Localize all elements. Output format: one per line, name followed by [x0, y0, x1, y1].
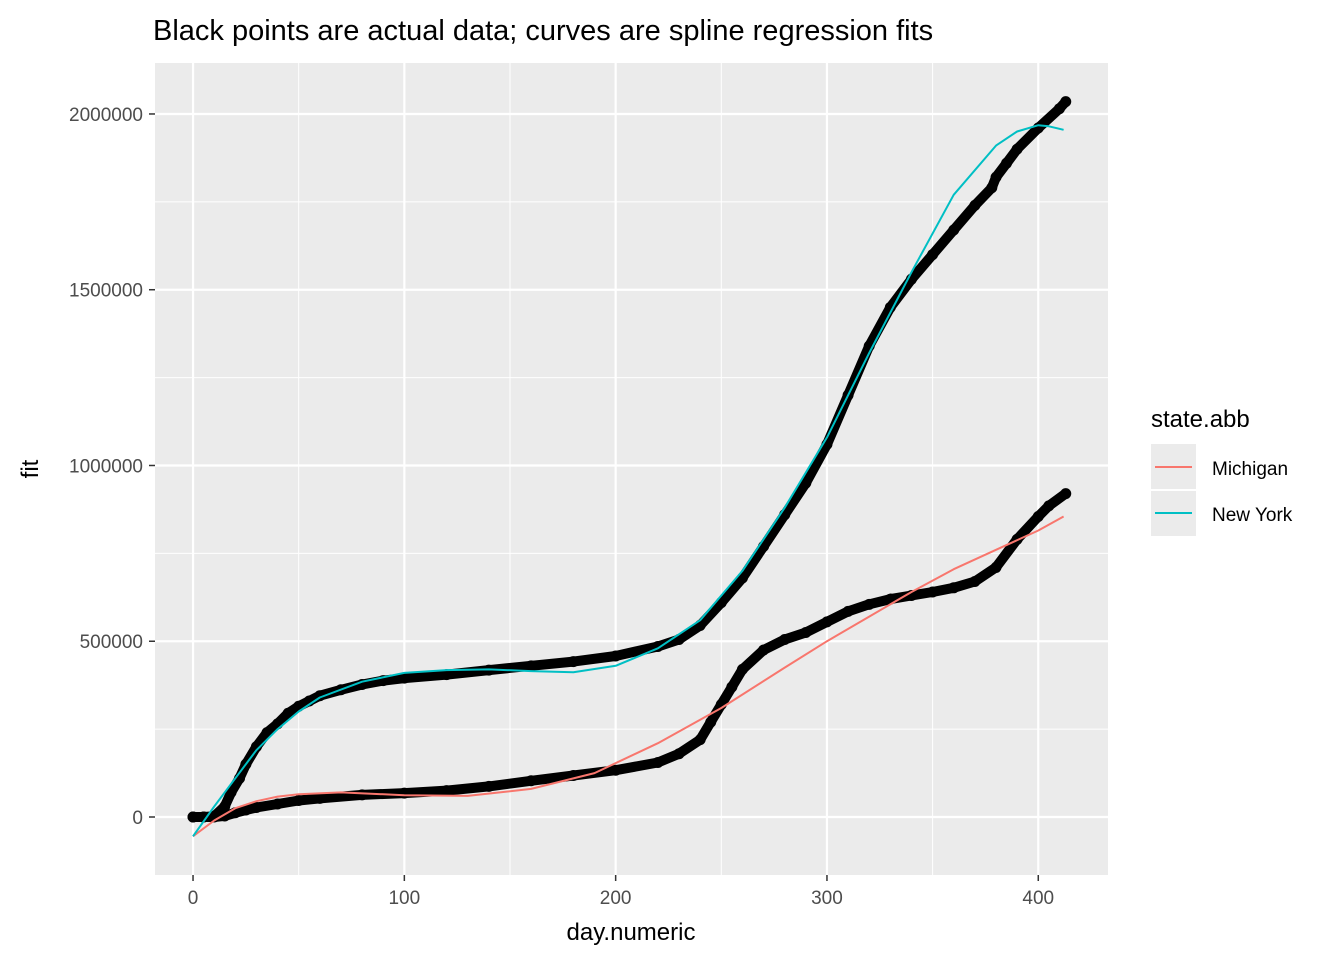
data-point [800, 477, 812, 489]
x-axis-title: day.numeric [567, 919, 696, 946]
plot-panel [155, 63, 1108, 875]
data-point [652, 757, 664, 769]
data-point [293, 794, 305, 806]
data-point [398, 787, 410, 799]
y-tick-label: 0 [132, 808, 143, 829]
data-point [441, 785, 453, 797]
data-point [250, 741, 262, 753]
data-point [483, 780, 495, 792]
data-point [1011, 143, 1023, 155]
data-point [1043, 500, 1055, 512]
x-tick-label: 300 [811, 888, 843, 909]
data-point [261, 727, 273, 739]
y-tick-label: 2000000 [69, 105, 143, 126]
data-point [250, 802, 262, 814]
data-point [1032, 122, 1044, 134]
data-point [969, 199, 981, 211]
data-point [1001, 157, 1013, 169]
fit-line-michigan [192, 515, 1065, 838]
data-point [398, 672, 410, 684]
data-point [969, 575, 981, 587]
data-point [272, 718, 284, 730]
legend-label-new-york: New York [1212, 505, 1293, 526]
minor-grid [155, 63, 1108, 875]
data-point [356, 789, 368, 801]
legend-label-michigan: Michigan [1212, 459, 1288, 480]
data-point [863, 598, 875, 610]
major-grid [155, 63, 1108, 875]
data-point [1060, 96, 1072, 108]
data-point [610, 764, 622, 776]
data-point [282, 707, 294, 719]
data-point [187, 811, 199, 823]
data-point [272, 798, 284, 810]
data-point [986, 182, 998, 194]
data-point [1032, 510, 1044, 522]
legend-title: state.abb [1151, 406, 1250, 433]
data-point [525, 775, 537, 787]
data-point [779, 633, 791, 645]
actual-data-trace [188, 96, 1071, 822]
data-point [884, 301, 896, 313]
data-point [314, 792, 326, 804]
data-point [800, 626, 812, 638]
chart-title: Black points are actual data; curves are… [153, 15, 933, 47]
data-point [927, 249, 939, 261]
x-tick-label: 100 [388, 888, 420, 909]
data-point [927, 586, 939, 598]
data-point [225, 786, 237, 798]
x-tick-label: 400 [1022, 888, 1054, 909]
data-point [1060, 488, 1072, 500]
actual-data-trace [188, 488, 1071, 822]
data-point [567, 656, 579, 668]
data-point [990, 171, 1002, 183]
data-point [673, 748, 685, 760]
data-point [948, 224, 960, 236]
data-point [705, 716, 717, 728]
y-tick-label: 1000000 [69, 456, 143, 477]
data-point [948, 582, 960, 594]
data-point [726, 681, 738, 693]
x-axis: 0 100 200 300 400 [188, 875, 1054, 909]
data-point [736, 663, 748, 675]
data-point [990, 561, 1002, 573]
data-point [525, 660, 537, 672]
y-tick-label: 1500000 [69, 281, 143, 302]
y-axis: 0 500000 1000000 1500000 2000000 [69, 105, 155, 829]
legend: state.abb Michigan New York [1151, 406, 1293, 536]
fit-line-new-york [192, 124, 1064, 837]
data-point [758, 644, 770, 656]
x-tick-label: 0 [188, 888, 199, 909]
data-point [610, 650, 622, 662]
data-point [240, 804, 252, 816]
y-tick-label: 500000 [80, 632, 143, 653]
data-point [219, 800, 231, 812]
data-point [694, 734, 706, 746]
data-point [1053, 103, 1065, 115]
x-tick-label: 200 [600, 888, 632, 909]
data-point [842, 605, 854, 617]
y-axis-title: fit [17, 459, 44, 478]
data-point [821, 616, 833, 628]
series-layer [187, 96, 1072, 838]
data-point [441, 669, 453, 681]
data-point [198, 811, 210, 823]
